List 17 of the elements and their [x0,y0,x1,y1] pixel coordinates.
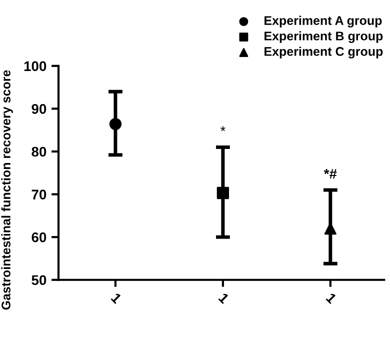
y-tick-label: 80 [32,146,46,157]
y-tick-label: 90 [32,104,46,114]
x-tick-label: 1 [218,292,230,304]
y-tick-label: 100 [24,61,46,72]
y-tick-label: 60 [32,232,46,242]
legend-label: Experiment C group [264,46,383,58]
annotation: * [220,126,226,132]
point [109,118,122,130]
y-axis-title: Gastrointestinal function recovery score [1,70,13,310]
x-tick-label: 1 [110,292,122,304]
y-tick-label: 50 [32,275,46,286]
y-tick-label: 70 [32,190,46,200]
legend-label: Experiment B group [264,31,383,43]
point [216,186,230,200]
x-tick-label: 1 [326,292,338,304]
annotation: *# [324,169,337,179]
legend-label: Experiment A group [264,16,382,28]
